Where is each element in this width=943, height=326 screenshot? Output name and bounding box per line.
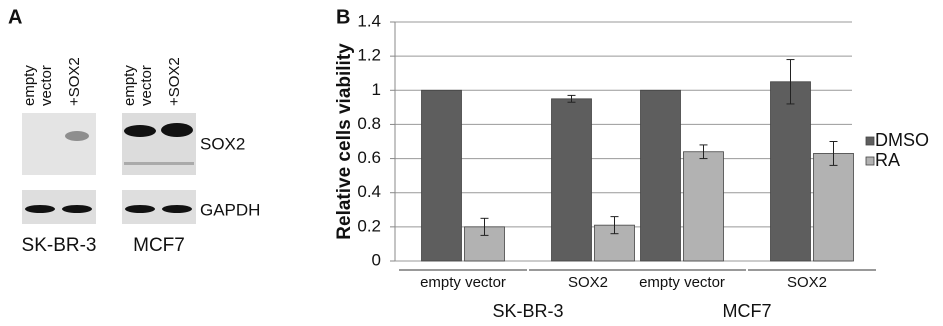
blot-band [125,205,155,213]
blot-box [122,113,196,175]
y-tick-label: 1.4 [357,11,381,30]
blot-band [65,131,89,141]
group-label: MCF7 [723,301,772,321]
bar [552,99,592,261]
cell-line-label: SK-BR-3 [22,235,97,256]
y-tick-label: 0.8 [357,114,381,133]
blot-band [62,205,92,213]
band-label: SOX2 [200,134,245,153]
bar [771,82,811,261]
blot-band [25,205,55,213]
lane-label: empty [21,65,38,106]
y-tick-label: 0.6 [357,148,381,167]
figure: A B emptyvector+SOX2SK-BR-3emptyvector+S… [0,0,943,326]
lane-label: vector [138,65,155,106]
panel-label: B [336,6,350,28]
panel-label: A [8,6,22,28]
y-axis-title: Relative cells viability [334,43,355,240]
bar [684,152,724,261]
x-tick-label: empty vector [639,274,725,291]
bar [422,90,462,261]
cell-line-label: MCF7 [133,235,185,256]
y-tick-label: 1 [372,80,381,99]
lane-label: +SOX2 [66,57,83,106]
bar [814,153,854,261]
x-tick-label: SOX2 [787,274,827,291]
legend-label: RA [875,150,900,170]
x-tick-label: empty vector [420,274,506,291]
blot-box [22,113,96,175]
lane-label: vector [38,65,55,106]
bar [641,90,681,261]
x-tick-label: SOX2 [568,274,608,291]
blot-band [161,123,193,137]
blot-band [124,125,156,137]
lane-label: +SOX2 [166,57,183,106]
group-label: SK-BR-3 [492,301,563,321]
legend-swatch [866,137,874,145]
band-label: GAPDH [200,200,260,219]
blot-band [162,205,192,213]
y-tick-label: 0.4 [357,182,381,201]
legend-label: DMSO [875,130,929,150]
lane-label: empty [121,65,138,106]
y-tick-label: 1.2 [357,46,381,65]
legend-swatch [866,157,874,165]
y-tick-label: 0.2 [357,216,381,235]
blot-band [124,162,194,165]
y-tick-label: 0 [372,250,381,269]
